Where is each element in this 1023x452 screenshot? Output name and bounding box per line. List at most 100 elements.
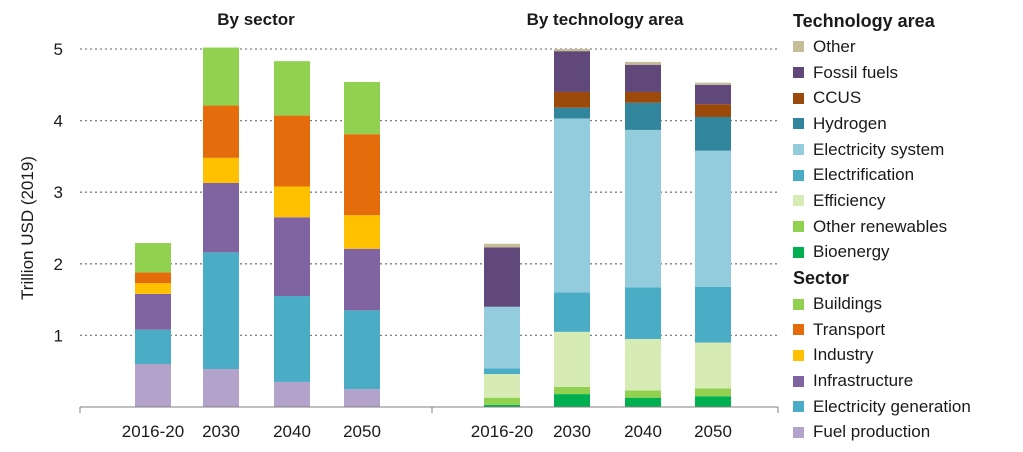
panel-title: By technology area	[527, 10, 684, 29]
y-tick-label: 3	[54, 183, 63, 202]
legend-item: CCUS	[793, 85, 1018, 111]
bar-segment	[554, 118, 590, 293]
bar-segment	[135, 329, 171, 365]
legend-swatch	[793, 169, 804, 181]
bar-segment	[554, 386, 590, 395]
bar-segment	[625, 397, 661, 407]
bar-segment	[203, 182, 239, 253]
x-tick-label: 2050	[694, 422, 732, 441]
bar-segment	[344, 389, 380, 407]
bar-segment	[203, 252, 239, 370]
legend-label: Transport	[813, 319, 886, 339]
bar-segment	[135, 283, 171, 294]
bar-segment	[274, 186, 310, 218]
legend-title-technology: Technology area	[793, 11, 935, 31]
bar-segment	[625, 338, 661, 391]
bar-segment	[274, 296, 310, 382]
bar-segment	[203, 369, 239, 407]
legend-item: Electricity generation	[793, 394, 1018, 420]
x-tick-label: 2040	[624, 422, 662, 441]
legend-item: Electricity system	[793, 137, 1018, 163]
bar-segment	[695, 82, 731, 85]
x-tick-label: 2050	[343, 422, 381, 441]
x-tick-label: 2040	[273, 422, 311, 441]
bar-segment	[625, 64, 661, 92]
bar-segment	[625, 61, 661, 65]
bar-segment	[695, 104, 731, 118]
bar-segment	[625, 91, 661, 103]
bar-segment	[484, 374, 520, 398]
bar-segment	[203, 105, 239, 158]
legend-label: Other renewables	[813, 216, 948, 236]
bar-segment	[625, 129, 661, 288]
panel-title: By sector	[217, 10, 295, 29]
legend-label: Bioenergy	[813, 242, 890, 262]
legend-label: Other	[813, 36, 856, 56]
bar-segment	[203, 157, 239, 183]
bar-segment	[344, 81, 380, 135]
bar-segment	[554, 51, 590, 92]
legend-swatch	[793, 118, 804, 130]
legend-technology-list: Other Fossil fuels CCUS Hydrogen Electricity…	[793, 34, 1018, 265]
bar-segment	[695, 286, 731, 343]
bar-segment	[344, 310, 380, 390]
legend-label: Fuel production	[813, 422, 931, 442]
legend-item: Buildings	[793, 291, 1018, 317]
legend-swatch	[793, 67, 804, 79]
legend-item: Other	[793, 34, 1018, 60]
y-tick-label: 2	[54, 255, 63, 274]
legend-title-sector: Sector	[793, 268, 850, 289]
bar-segment	[554, 394, 590, 407]
legend-item: Infrastructure	[793, 368, 1018, 394]
legend-label: Industry	[813, 345, 874, 365]
legend-label: Electricity system	[813, 139, 945, 159]
legend-label: Electrification	[813, 165, 915, 185]
legend-swatch	[793, 401, 804, 413]
bar-segment	[695, 396, 731, 407]
bar-segment	[274, 115, 310, 187]
y-tick-label: 4	[54, 112, 63, 131]
bar-segment	[135, 293, 171, 330]
bar-segment	[554, 107, 590, 119]
bar-segment	[625, 102, 661, 130]
legend-item: Other renewables	[793, 214, 1018, 240]
bar-segment	[274, 381, 310, 407]
bar-segment	[484, 397, 520, 405]
legend-item: Fossil fuels	[793, 60, 1018, 86]
legend-label: Infrastructure	[813, 371, 914, 391]
stacked-bar-chart: 1 2 3 4 5 Trillion USD (2019) By sector 2016-20…	[18, 10, 779, 441]
legend-label: CCUS	[813, 88, 862, 108]
legend-swatch	[793, 324, 804, 336]
legend-label: Hydrogen	[813, 113, 887, 133]
y-tick-label: 5	[54, 40, 63, 59]
legend-swatch	[793, 375, 804, 387]
x-tick-label: 2030	[202, 422, 240, 441]
bar-segment	[625, 390, 661, 398]
bar-segment	[554, 49, 590, 52]
bar-segment	[554, 292, 590, 332]
legend-item: Bioenergy	[793, 240, 1018, 266]
x-tick-label: 2016-20	[471, 422, 533, 441]
legend-swatch	[793, 41, 804, 53]
y-axis-title: Trillion USD (2019)	[18, 156, 37, 300]
bar-segment	[203, 47, 239, 106]
legend-label: Electricity generation	[813, 396, 971, 416]
bar-segment	[484, 368, 520, 375]
bar-segment	[135, 364, 171, 407]
bar-segment	[135, 272, 171, 284]
legend-item: Hydrogen	[793, 111, 1018, 137]
bar-segment	[484, 404, 520, 407]
bar-segment	[274, 217, 310, 297]
bar-segment	[274, 61, 310, 116]
bar-segment	[344, 248, 380, 311]
bar-segment	[695, 84, 731, 105]
legend-item: Electrification	[793, 162, 1018, 188]
legend-swatch	[793, 221, 804, 233]
legend-label: Efficiency	[813, 190, 886, 210]
legend-item: Transport	[793, 317, 1018, 343]
bar-segment	[695, 150, 731, 287]
bar-segment	[135, 243, 171, 273]
bar-segment	[344, 215, 380, 249]
legend-item: Industry	[793, 343, 1018, 369]
x-tick-label: 2030	[553, 422, 591, 441]
